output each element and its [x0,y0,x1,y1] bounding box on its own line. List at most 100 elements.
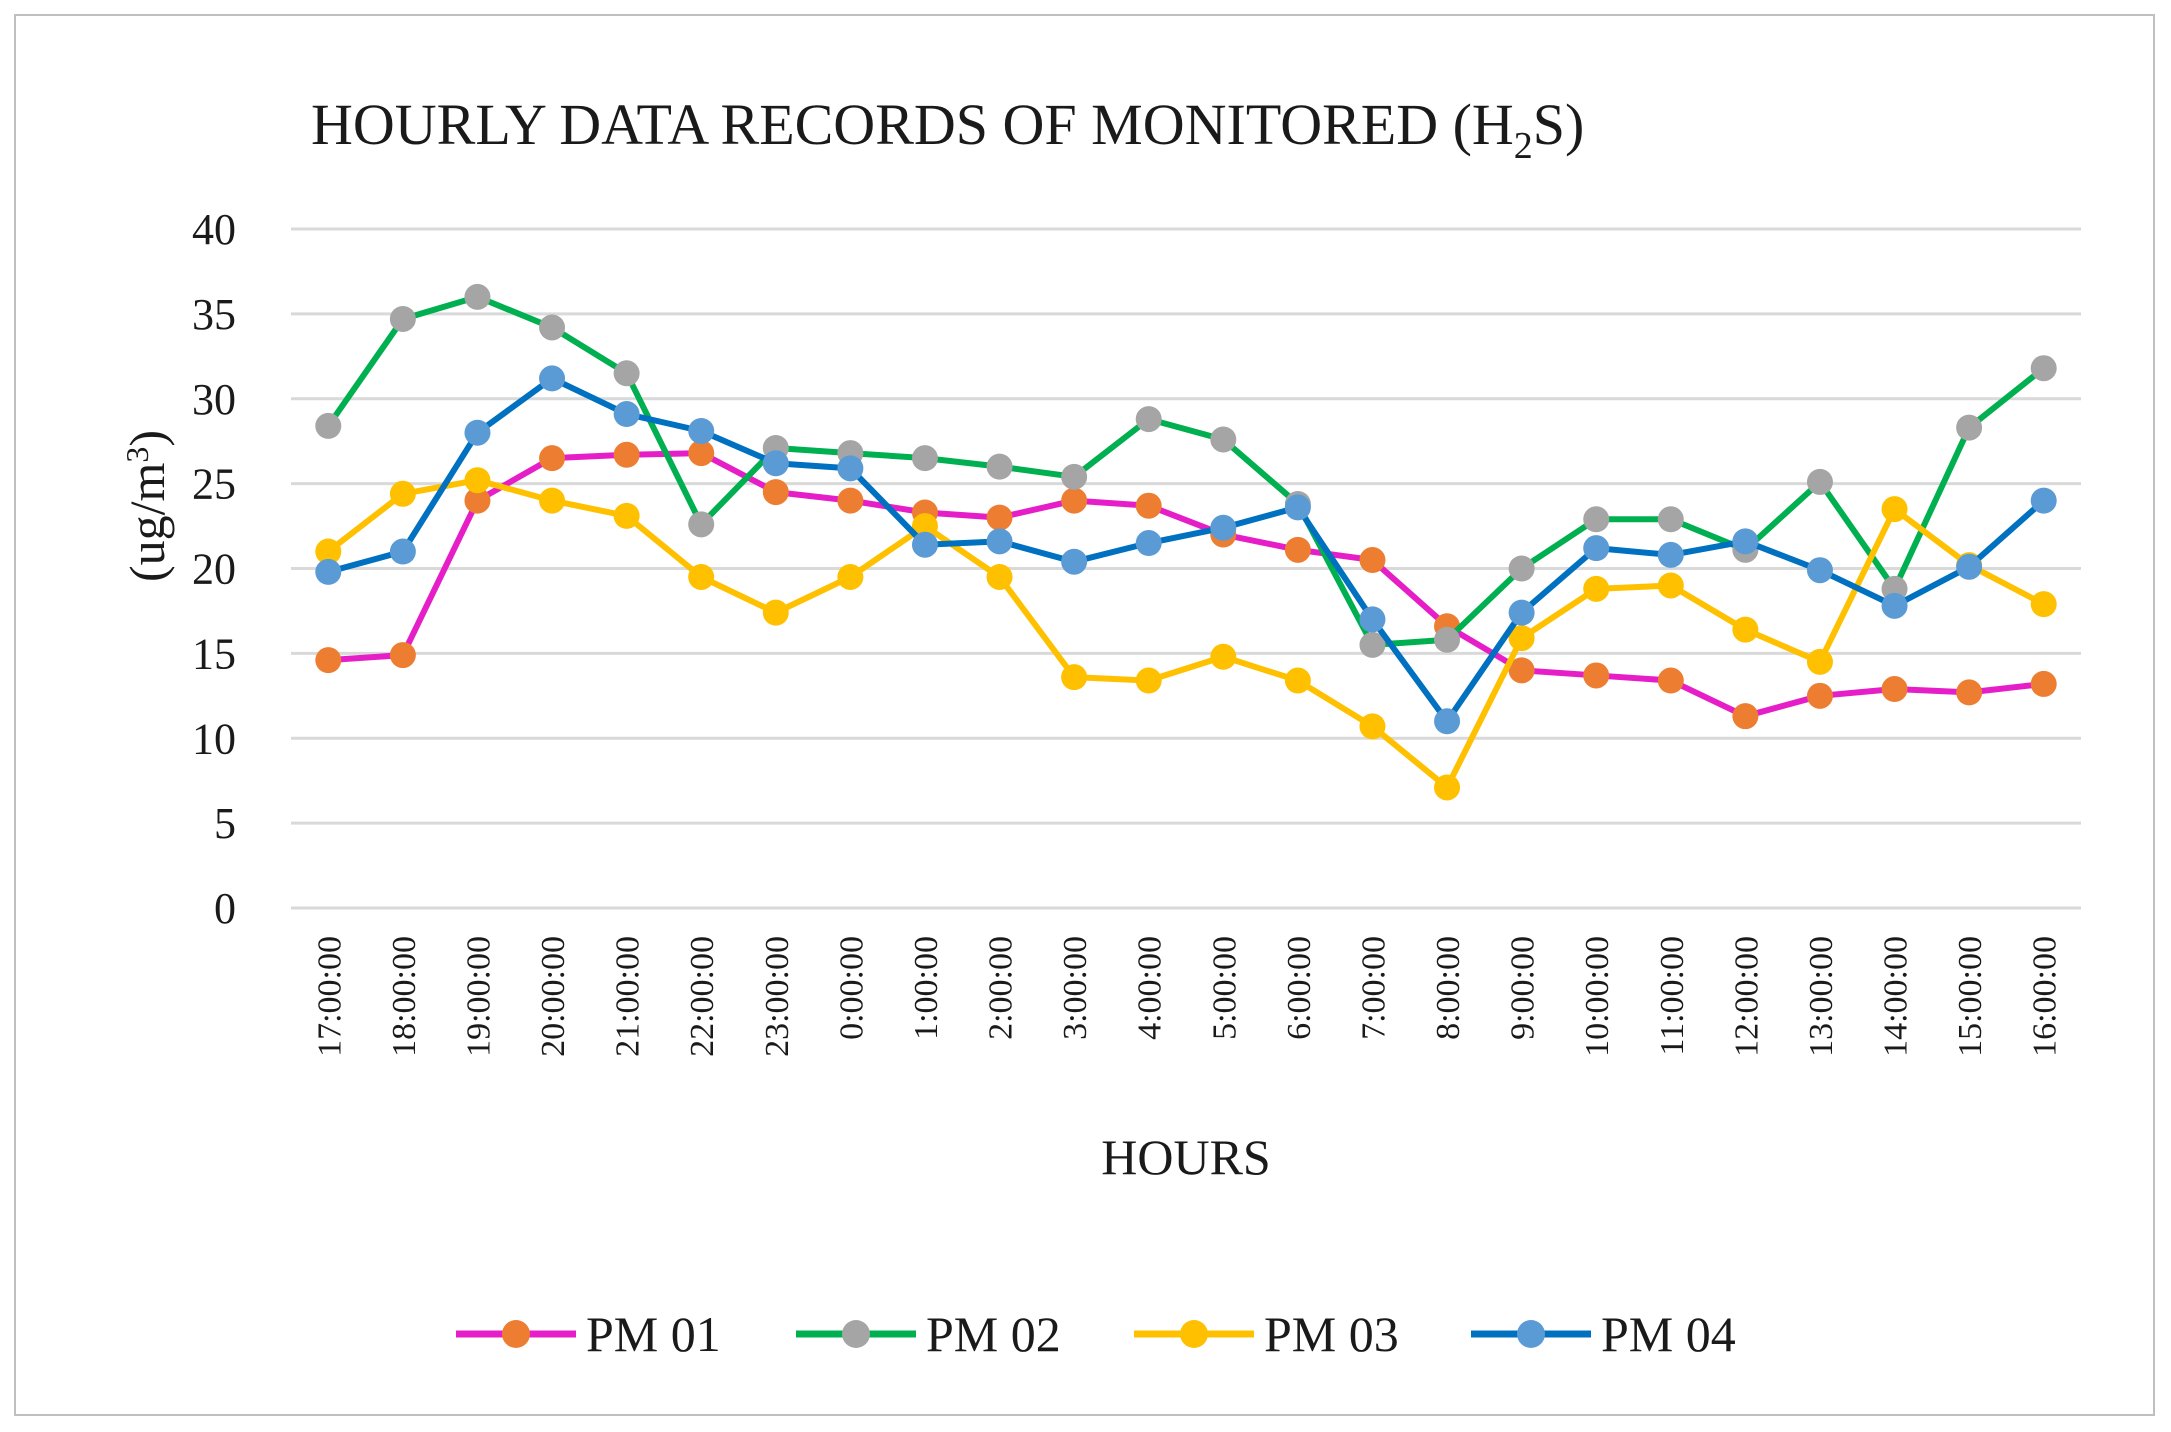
data-point [1732,616,1759,643]
data-point [1508,555,1535,582]
data-point [539,314,566,341]
y-tick-labels: 0 5 10 15 20 25 30 35 40 [192,205,236,933]
data-point [1956,553,1983,580]
x-tick-label: 15:00:00 [1952,936,1989,1057]
data-point [986,504,1013,531]
x-tick-label: 7:00:00 [1355,936,1392,1040]
legend-label: PM 02 [926,1306,1061,1362]
y-tick-label: 10 [192,714,236,763]
chart-title: HOURLY DATA RECORDS OF MONITORED (H2S) [311,92,1584,167]
data-point [1359,547,1386,574]
data-point [1061,463,1088,490]
x-tick-label: 5:00:00 [1206,936,1243,1040]
data-point [688,440,715,467]
data-point [1657,541,1684,568]
data-point [464,467,491,494]
legend-label: PM 04 [1601,1306,1736,1362]
data-point [1881,496,1908,523]
data-point [911,445,938,472]
data-point [539,365,566,392]
x-tick-label: 14:00:00 [1878,936,1915,1057]
data-point [389,538,416,565]
data-point [1732,528,1759,555]
legend-item: PM 03 [1134,1306,1399,1362]
data-point [613,401,640,428]
data-point [1657,572,1684,599]
data-point [1508,599,1535,626]
y-tick-label: 20 [192,545,236,594]
data-point [1806,682,1833,709]
data-point [315,412,342,439]
series-1 [315,440,2057,730]
x-tick-label: 10:00:00 [1579,936,1616,1057]
data-point [315,538,342,565]
series-line [327,375,2046,725]
x-tick-label: 19:00:00 [460,936,497,1057]
legend: PM 01 PM 02 PM 03 PM 04 [456,1306,1736,1362]
data-point [911,531,938,558]
data-point [1508,657,1535,684]
data-point [1806,648,1833,675]
legend-label: PM 01 [586,1306,721,1362]
series-2 [315,283,2057,658]
data-point [1583,575,1610,602]
legend-item: PM 04 [1471,1306,1736,1362]
y-tick-label: 25 [192,460,236,509]
series-line [326,477,2046,791]
legend-marker [842,1320,870,1348]
data-point [1061,487,1088,514]
y-tick-label: 15 [192,629,236,678]
data-point [1210,514,1237,541]
data-point [1732,703,1759,730]
x-tick-label: 4:00:00 [1132,936,1169,1040]
x-tick-label: 17:00:00 [311,936,348,1057]
data-point [539,487,566,514]
data-point [1359,631,1386,658]
chart-frame: HOURLY DATA RECORDS OF MONITORED (H2S) 0… [14,14,2155,1416]
series-line [328,450,2045,720]
legend-marker [1517,1320,1545,1348]
x-tick-label: 6:00:00 [1281,936,1318,1040]
series-line [325,293,2046,648]
data-point [464,283,491,310]
data-point [1359,606,1386,633]
data-point [1284,536,1311,563]
data-point [1881,676,1908,703]
y-axis-title: (ug/m3) [119,430,175,582]
data-point [389,480,416,507]
series-4 [315,365,2057,735]
data-point [1583,506,1610,533]
x-tick-label: 13:00:00 [1803,936,1840,1057]
data-point [1508,625,1535,652]
data-point [2030,670,2057,697]
data-point [1210,426,1237,453]
x-tick-label: 21:00:00 [610,936,647,1057]
data-point [1583,662,1610,689]
x-tick-label: 12:00:00 [1728,936,1765,1057]
data-point [613,360,640,387]
data-point [539,445,566,472]
x-tick-label: 16:00:00 [2027,936,2064,1057]
x-axis-title: HOURS [1101,1129,1270,1185]
data-point [1135,406,1162,433]
data-point [762,479,789,506]
data-point [1434,626,1461,653]
data-point [1284,667,1311,694]
data-point [2030,355,2057,382]
data-point [1434,774,1461,801]
data-point [1434,708,1461,735]
data-point [1956,414,1983,441]
data-point [2030,591,2057,618]
data-point [1956,679,1983,706]
series-3 [315,467,2057,801]
legend-marker [1180,1320,1208,1348]
x-tick-label: 8:00:00 [1430,936,1467,1040]
x-tick-label: 18:00:00 [386,936,423,1057]
x-tick-label: 9:00:00 [1505,936,1542,1040]
series-lines [315,283,2057,801]
data-point [1657,667,1684,694]
data-point [688,563,715,590]
data-point [315,558,342,585]
data-point [688,418,715,445]
data-point [1881,592,1908,619]
